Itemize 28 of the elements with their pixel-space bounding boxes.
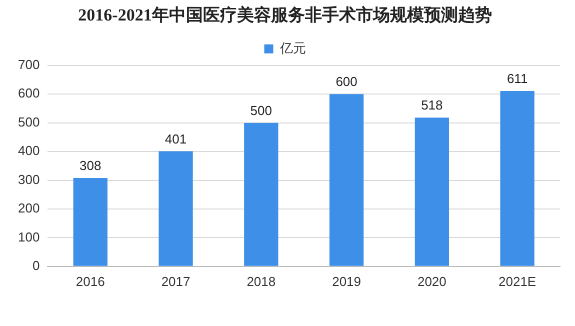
x-tick-label: 2019 [332,274,361,289]
bar [158,151,193,266]
data-label: 401 [164,131,187,146]
x-tick-label: 2020 [417,274,446,289]
data-label: 600 [336,74,358,90]
y-tick-label: 200 [18,200,40,216]
y-tick-label: 400 [18,143,40,158]
bar [414,118,449,266]
y-tick-label: 100 [18,229,40,244]
x-tick-label: 2018 [246,274,276,289]
bar [500,90,534,266]
y-tick-label: 0 [32,258,40,273]
x-tick-label: 2017 [161,274,190,289]
y-tick-label: 500 [18,114,40,130]
chart-title: 2016-2021年中国医疗美容服务非手术市场规模预测趋势 [78,6,492,25]
bar [73,178,108,266]
y-tick-label: 600 [18,86,40,101]
data-label: 308 [80,158,102,174]
x-tick-label: 2021E [498,274,536,289]
y-tick-label: 700 [18,56,40,72]
data-label: 611 [506,71,528,86]
y-tick-label: 300 [18,172,40,187]
data-label: 500 [250,102,272,118]
bar [244,122,278,266]
x-tick-label: 2016 [76,274,105,289]
data-label: 518 [421,98,443,113]
bar [329,94,364,266]
legend-label: 亿元 [278,41,306,56]
